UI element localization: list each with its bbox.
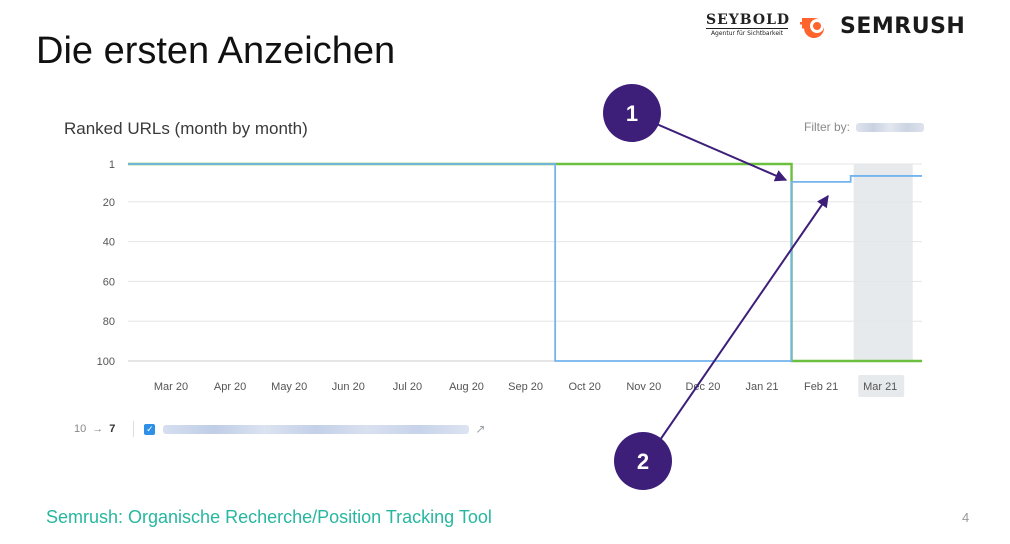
y-tick-label: 1 bbox=[109, 159, 115, 171]
x-tick-label: Sep 20 bbox=[508, 381, 543, 393]
semrush-flame-icon bbox=[800, 18, 824, 38]
seybold-logo-tagline: Agentur für Sichtbarkeit bbox=[706, 28, 788, 38]
y-tick-label: 40 bbox=[103, 237, 115, 249]
x-tick-label: Apr 20 bbox=[214, 381, 246, 393]
semrush-logo: SEMRUSH bbox=[800, 12, 965, 40]
y-tick-label: 80 bbox=[103, 316, 115, 328]
x-tick-label: Dec 20 bbox=[685, 381, 720, 393]
series-checkbox[interactable]: ✓ bbox=[144, 423, 156, 435]
series-line bbox=[128, 163, 922, 362]
x-tick-label: Jan 21 bbox=[745, 381, 778, 393]
highlight-band bbox=[853, 164, 913, 361]
annotation-badge bbox=[614, 432, 672, 490]
position-to: 7 bbox=[109, 423, 116, 435]
x-tick-label: Mar 20 bbox=[154, 381, 188, 393]
x-tick-label: Jun 20 bbox=[332, 381, 365, 393]
annotation-arrow-1 bbox=[651, 121, 788, 182]
x-tick-label: Feb 21 bbox=[804, 381, 838, 393]
position-arrow: → bbox=[92, 423, 104, 435]
row-divider bbox=[133, 421, 135, 437]
semrush-logo-name: SEMRUSH bbox=[840, 13, 966, 39]
series-line bbox=[128, 162, 922, 363]
x-tick-label: Jul 20 bbox=[393, 381, 422, 393]
x-tick-label: Aug 20 bbox=[449, 381, 484, 393]
y-tick-label: 20 bbox=[103, 197, 115, 209]
filter-label: Filter by: bbox=[804, 120, 851, 134]
url-blurred[interactable] bbox=[163, 424, 470, 434]
chart-title: Ranked URLs (month by month) bbox=[64, 119, 308, 138]
keyword-row: 10 → 7 ✓ ↗ bbox=[74, 421, 485, 437]
slide-caption: Semrush: Organische Recherche/Position T… bbox=[46, 507, 492, 527]
external-link-icon[interactable]: ↗ bbox=[475, 422, 486, 436]
y-tick-label: 100 bbox=[97, 356, 115, 368]
filter-value-blurred[interactable] bbox=[856, 122, 925, 132]
annotation-badge bbox=[603, 84, 661, 142]
x-tick-label: Oct 20 bbox=[568, 381, 600, 393]
y-tick-label: 60 bbox=[103, 276, 115, 288]
x-tick-label: May 20 bbox=[271, 381, 307, 393]
seybold-logo: SEYBOLD Agentur für Sichtbarkeit bbox=[706, 12, 791, 38]
position-from: 10 bbox=[74, 423, 87, 435]
highlight-tick-bg bbox=[858, 375, 905, 397]
annotation-badge-label: 2 bbox=[637, 449, 649, 474]
annotation-arrow-2 bbox=[659, 195, 829, 441]
seybold-logo-name: SEYBOLD bbox=[706, 12, 791, 28]
page-number: 4 bbox=[962, 510, 970, 525]
x-tick-label: Mar 21 bbox=[863, 381, 897, 393]
annotation-badge-label: 1 bbox=[626, 101, 638, 126]
x-tick-label: Nov 20 bbox=[626, 381, 661, 393]
filter-by[interactable]: Filter by: bbox=[804, 120, 925, 134]
slide-title: Die ersten Anzeichen bbox=[36, 30, 396, 72]
